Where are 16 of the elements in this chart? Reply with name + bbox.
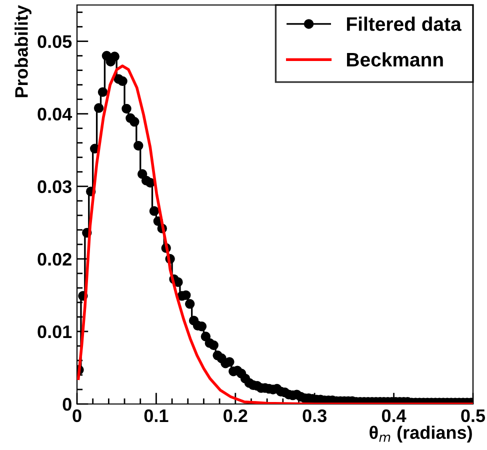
x-axis-title: θ$_{m}$ (radians) bbox=[370, 426, 472, 443]
x-tick-label: 0.3 bbox=[302, 409, 326, 422]
x-tick-label: 0.4 bbox=[382, 409, 406, 422]
y-axis-title: Probability bbox=[14, 5, 32, 98]
y-tick-label: 0.05 bbox=[38, 35, 72, 48]
y-tick-label: 0.01 bbox=[38, 325, 72, 338]
x-tick-label: 0.1 bbox=[144, 409, 168, 422]
y-tick-label: 0.02 bbox=[38, 252, 72, 266]
legend-label: Filtered data bbox=[347, 16, 462, 31]
legend-label: Beckmann bbox=[347, 52, 443, 67]
y-tick-label: 0.04 bbox=[38, 108, 72, 121]
x-tick-label: 0.5 bbox=[461, 409, 486, 422]
x-tick-label: 0.2 bbox=[224, 409, 248, 422]
x-tick-label: 0 bbox=[72, 409, 82, 422]
y-tick-label: 0.03 bbox=[38, 180, 72, 194]
y-tick-label: 0 bbox=[62, 398, 72, 411]
